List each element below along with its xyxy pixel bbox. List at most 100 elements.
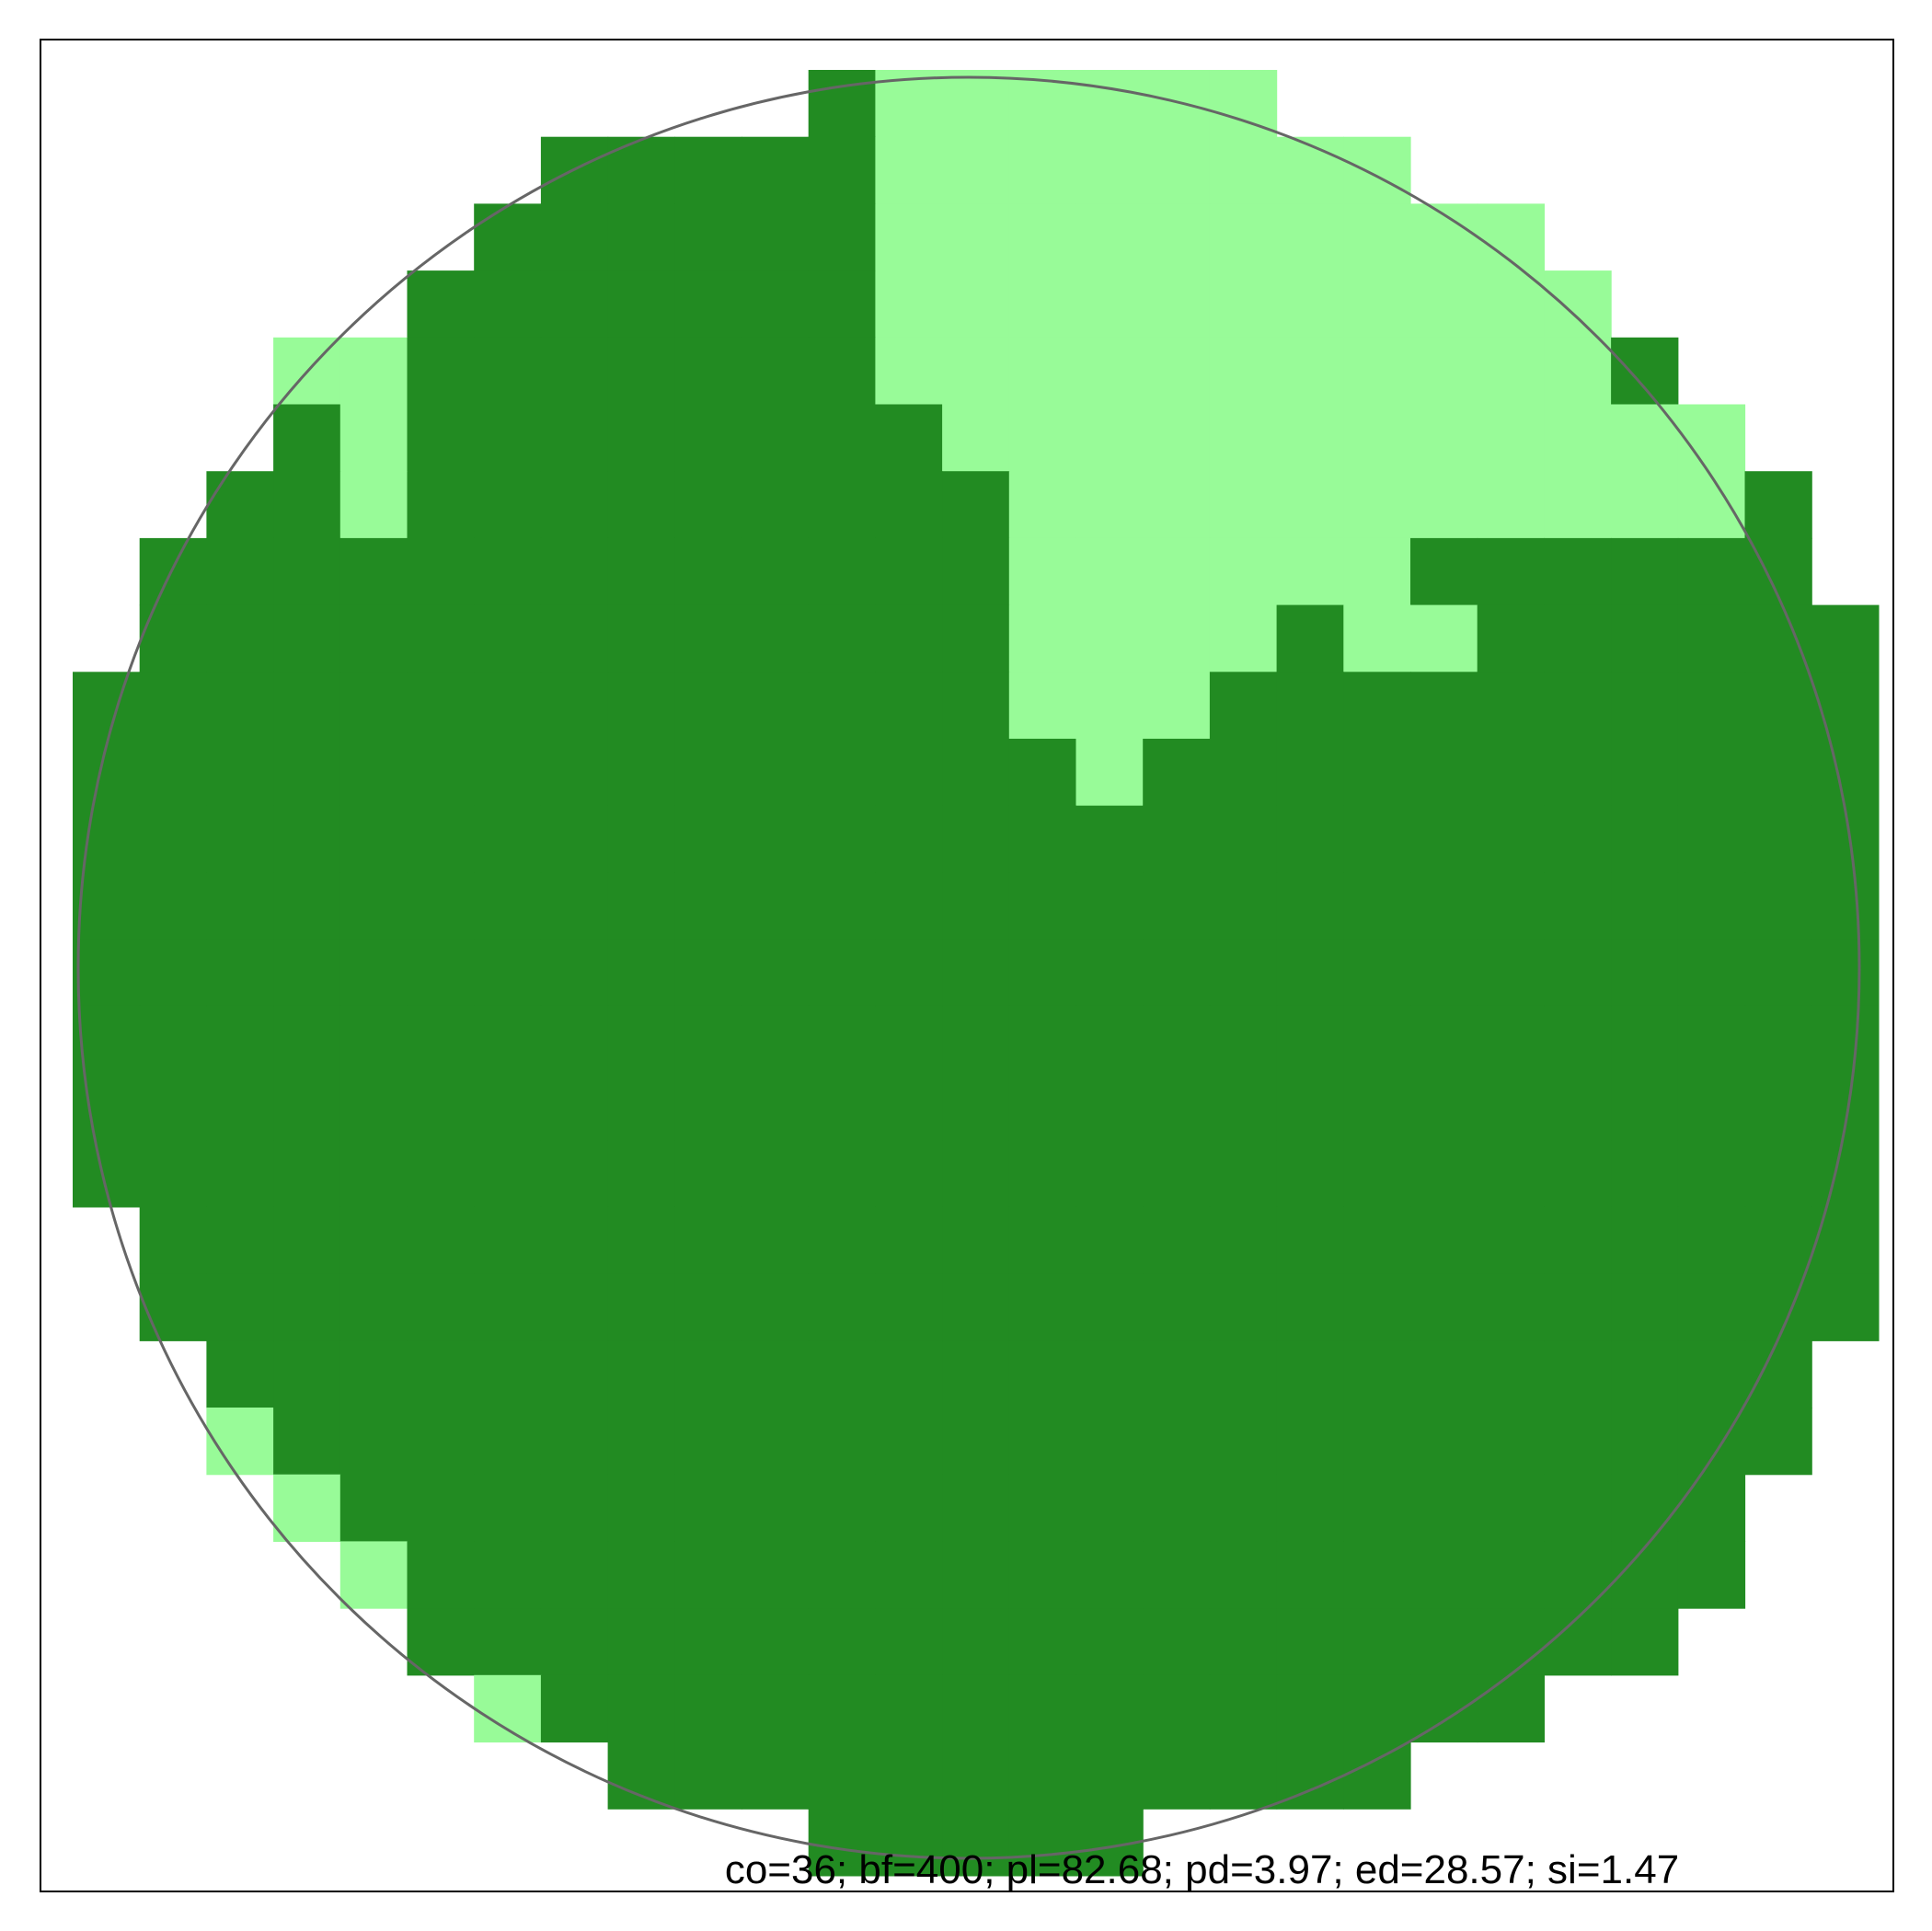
habitat-cell [875, 1206, 943, 1275]
habitat-cell [1410, 1408, 1478, 1476]
habitat-cell [1143, 1474, 1211, 1542]
habitat-cell [339, 1073, 408, 1141]
habitat-cell [1611, 337, 1679, 406]
habitat-cell [1611, 739, 1679, 807]
matrix-cell [1209, 471, 1278, 539]
habitat-cell [540, 1140, 609, 1208]
habitat-cell [1611, 604, 1679, 672]
habitat-cell [1143, 1073, 1211, 1141]
habitat-cell [1276, 1541, 1344, 1609]
habitat-cell [1744, 1408, 1812, 1476]
habitat-cell [206, 739, 274, 807]
habitat-cell [540, 939, 609, 1007]
habitat-cell [540, 1608, 609, 1676]
habitat-cell [339, 604, 408, 672]
habitat-cell [273, 672, 341, 740]
matrix-cell [1143, 270, 1211, 339]
habitat-cell [808, 1206, 876, 1275]
habitat-cell [1209, 939, 1278, 1007]
habitat-cell [942, 1608, 1010, 1676]
habitat-cell [1477, 1340, 1545, 1408]
habitat-cell [1276, 1608, 1344, 1676]
habitat-cell [942, 471, 1010, 539]
habitat-cell [73, 805, 141, 873]
habitat-cell [273, 805, 341, 873]
habitat-cell [474, 672, 542, 740]
habitat-cell [1008, 1206, 1077, 1275]
habitat-cell [942, 604, 1010, 672]
habitat-cell [540, 604, 609, 672]
habitat-cell [808, 537, 876, 606]
habitat-cell [674, 1006, 742, 1075]
habitat-cell [875, 1073, 943, 1141]
habitat-cell [407, 270, 475, 339]
habitat-cell [875, 872, 943, 940]
matrix-cell [875, 203, 943, 271]
habitat-cell [1075, 1541, 1144, 1609]
habitat-cell [742, 1273, 810, 1341]
habitat-cell [1209, 1608, 1278, 1676]
habitat-cell [1811, 672, 1880, 740]
habitat-cell [1343, 1541, 1411, 1609]
habitat-cell [139, 537, 207, 606]
habitat-cell [742, 1073, 810, 1141]
habitat-cell [875, 537, 943, 606]
habitat-cell [942, 805, 1010, 873]
habitat-cell [206, 672, 274, 740]
habitat-cell [206, 1140, 274, 1208]
habitat-cell [1544, 739, 1612, 807]
habitat-cell [674, 1073, 742, 1141]
habitat-cell [875, 1340, 943, 1408]
habitat-cell [1611, 672, 1679, 740]
habitat-cell [942, 1474, 1010, 1542]
matrix-cell [875, 337, 943, 406]
matrix-cell [1008, 203, 1077, 271]
habitat-cell [1276, 1474, 1344, 1542]
habitat-cell [1209, 872, 1278, 940]
habitat-cell [1075, 1474, 1144, 1542]
habitat-cell [1611, 1541, 1679, 1609]
matrix-cell [1143, 604, 1211, 672]
habitat-cell [875, 805, 943, 873]
habitat-cell [1544, 1006, 1612, 1075]
matrix-cell [1075, 672, 1144, 740]
habitat-cell [1209, 1140, 1278, 1208]
habitat-cell [674, 1273, 742, 1341]
habitat-cell [1544, 939, 1612, 1007]
habitat-cell [674, 672, 742, 740]
habitat-cell [1343, 1273, 1411, 1341]
matrix-cell [1143, 537, 1211, 606]
habitat-cell [1811, 1273, 1880, 1341]
matrix-cell [1143, 672, 1211, 740]
habitat-cell [1544, 1073, 1612, 1141]
habitat-cell [1343, 805, 1411, 873]
habitat-cell [1410, 1206, 1478, 1275]
habitat-cell [474, 1006, 542, 1075]
habitat-cell [1143, 1408, 1211, 1476]
matrix-cell [339, 471, 408, 539]
habitat-cell [1677, 1340, 1746, 1408]
habitat-cell [942, 1741, 1010, 1810]
habitat-cell [742, 404, 810, 472]
habitat-cell [607, 1408, 675, 1476]
habitat-cell [1611, 1273, 1679, 1341]
habitat-cell [875, 1408, 943, 1476]
matrix-cell [1209, 70, 1278, 138]
habitat-cell [875, 1608, 943, 1676]
habitat-cell [206, 805, 274, 873]
habitat-cell [742, 1541, 810, 1609]
habitat-cell [1811, 1006, 1880, 1075]
habitat-cell [607, 604, 675, 672]
matrix-cell [474, 1674, 542, 1743]
matrix-cell [1544, 404, 1612, 472]
habitat-cell [1744, 604, 1812, 672]
habitat-cell [1143, 1674, 1211, 1743]
habitat-cell [1677, 1006, 1746, 1075]
habitat-cell [674, 1608, 742, 1676]
habitat-cell [808, 1273, 876, 1341]
habitat-cell [1477, 1674, 1545, 1743]
habitat-cell [1677, 672, 1746, 740]
habitat-cell [1611, 1608, 1679, 1676]
habitat-cell [607, 739, 675, 807]
